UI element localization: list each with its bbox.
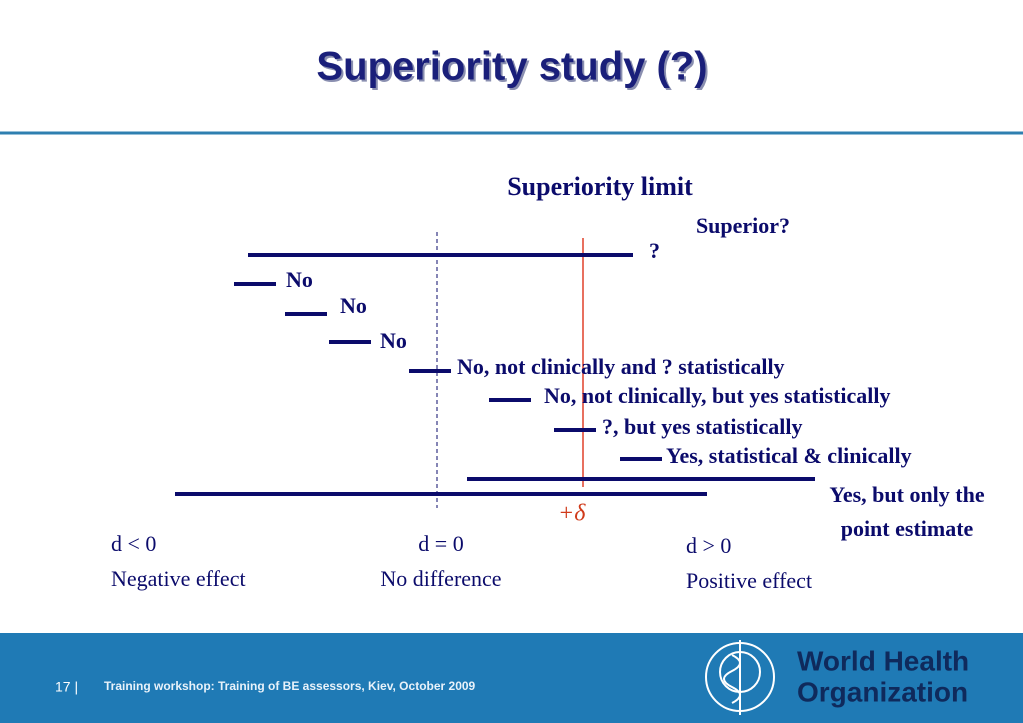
axis-meaning: Positive effect: [686, 568, 812, 593]
axis-meaning: Negative effect: [111, 566, 246, 591]
title: Superiority study (?): [316, 45, 707, 89]
row-label: ?, but yes statistically: [602, 414, 802, 439]
row-label: ?: [649, 238, 660, 263]
axis-symbol: d > 0: [686, 533, 731, 558]
row-label: No, not clinically, but yes statisticall…: [544, 383, 891, 408]
logo-text: World Health: [797, 645, 969, 676]
row-label: Yes, statistical & clinically: [666, 443, 912, 468]
row-label: Yes, but only the: [829, 482, 984, 507]
row-label: No: [286, 267, 313, 292]
axis-meaning: No difference: [380, 566, 501, 591]
delta-label: +δ: [558, 501, 586, 527]
footer-band: [0, 633, 1023, 723]
superior-label: Superior?: [696, 213, 790, 238]
row-label: point estimate: [841, 516, 974, 541]
page-number: 17 |: [55, 679, 78, 695]
who-emblem: [705, 640, 775, 715]
axis-symbol: d = 0: [418, 531, 463, 556]
row-label: No: [340, 293, 367, 318]
row-label: No: [380, 328, 407, 353]
title-shadow: Superiority study (?): [318, 47, 709, 91]
axis-symbol: d < 0: [111, 531, 156, 556]
row-label: No, not clinically and ? statistically: [457, 354, 785, 379]
footer-text: Training workshop: Training of BE assess…: [104, 679, 476, 693]
logo-text: Organization: [797, 676, 968, 707]
limit-label: Superiority limit: [507, 172, 693, 201]
